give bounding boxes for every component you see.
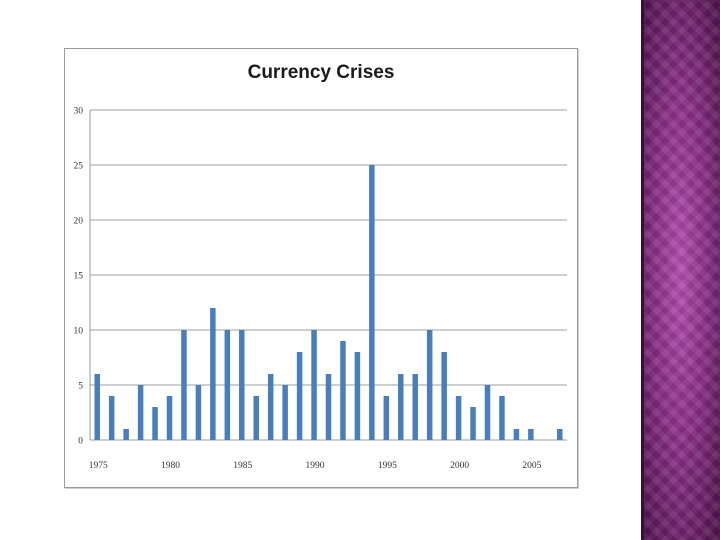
bar-1988 [282, 385, 288, 440]
y-tick-label: 0 [78, 437, 83, 447]
chart-frame [64, 48, 578, 488]
bar-2005 [528, 429, 534, 440]
y-tick-label: 25 [74, 162, 84, 172]
bar-1994 [369, 165, 375, 440]
bar-1985 [239, 330, 245, 440]
bar-1984 [224, 330, 231, 440]
bar-1993 [354, 352, 361, 440]
bar-1982 [195, 385, 202, 440]
bar-1989 [296, 352, 303, 440]
bar-1991 [325, 374, 332, 440]
x-tick-label: 1980 [161, 461, 180, 471]
bar-1977 [123, 429, 129, 440]
bar-1987 [267, 374, 274, 440]
bar-1975 [94, 374, 100, 440]
y-tick-label: 10 [74, 327, 84, 337]
decorative-side-panel [641, 0, 720, 540]
bar-1996 [398, 374, 404, 440]
bar-1978 [137, 385, 144, 440]
bar-1976 [108, 396, 115, 440]
bar-2007 [557, 429, 563, 440]
y-tick-label: 5 [78, 382, 83, 392]
bar-1983 [210, 308, 216, 440]
bar-1999 [441, 352, 447, 440]
bar-1981 [181, 330, 187, 440]
bar-1986 [253, 396, 259, 440]
bar-2001 [470, 407, 476, 440]
bar-1979 [152, 407, 158, 440]
x-tick-label: 1990 [306, 461, 325, 471]
y-tick-label: 15 [74, 272, 84, 282]
bar-1992 [340, 341, 346, 440]
bar-1980 [166, 396, 173, 440]
x-tick-label: 1985 [233, 461, 252, 471]
y-tick-label: 30 [74, 107, 84, 117]
bar-1995 [383, 396, 390, 440]
bar-2002 [484, 385, 491, 440]
x-tick-label: 1995 [378, 461, 397, 471]
bar-2003 [499, 396, 505, 440]
side-panel-pattern [644, 0, 720, 540]
y-tick-label: 20 [74, 217, 84, 227]
bar-1997 [412, 374, 418, 440]
bar-1998 [426, 330, 433, 440]
bar-2000 [455, 396, 462, 440]
x-tick-label: 2000 [450, 461, 469, 471]
x-tick-label: 1975 [89, 461, 108, 471]
x-tick-label: 2005 [522, 461, 541, 471]
bar-2004 [513, 429, 520, 440]
bar-1990 [311, 330, 317, 440]
chart-title: Currency Crises [247, 62, 395, 83]
side-panel-edge [641, 0, 644, 540]
